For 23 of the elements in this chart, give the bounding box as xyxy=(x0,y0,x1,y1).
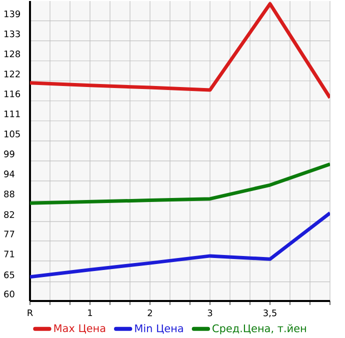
y-tick-label: 65 xyxy=(4,272,14,278)
y-tick-label: 111 xyxy=(4,110,20,118)
y-tick-label: 139 xyxy=(4,10,20,18)
y-tick-label: 94 xyxy=(4,170,14,178)
legend-label: Min Цена xyxy=(135,324,183,334)
x-tick-label: R xyxy=(28,310,33,316)
y-tick-label: 122 xyxy=(4,70,20,78)
y-tick-label: 133 xyxy=(4,30,20,38)
y-tick-label: 60 xyxy=(4,290,14,298)
y-tick-label: 99 xyxy=(4,150,14,158)
y-tick-label: 88 xyxy=(4,190,14,198)
y-tick-label: 71 xyxy=(4,250,14,258)
legend-label: Сред.Цена, т.йен xyxy=(212,324,306,334)
y-tick-label: 105 xyxy=(4,130,20,138)
legend-label: Max Цена xyxy=(54,324,106,334)
x-tick-label: 3 xyxy=(208,310,212,316)
y-tick-label: 77 xyxy=(4,230,14,238)
y-tick-label: 82 xyxy=(4,211,14,218)
y-tick-label: 128 xyxy=(4,50,20,58)
x-tick-label: 2 xyxy=(148,310,152,316)
x-tick-label: 1 xyxy=(88,310,92,316)
y-tick-label: 116 xyxy=(4,90,20,98)
x-tick-label: 3,5 xyxy=(264,310,276,318)
